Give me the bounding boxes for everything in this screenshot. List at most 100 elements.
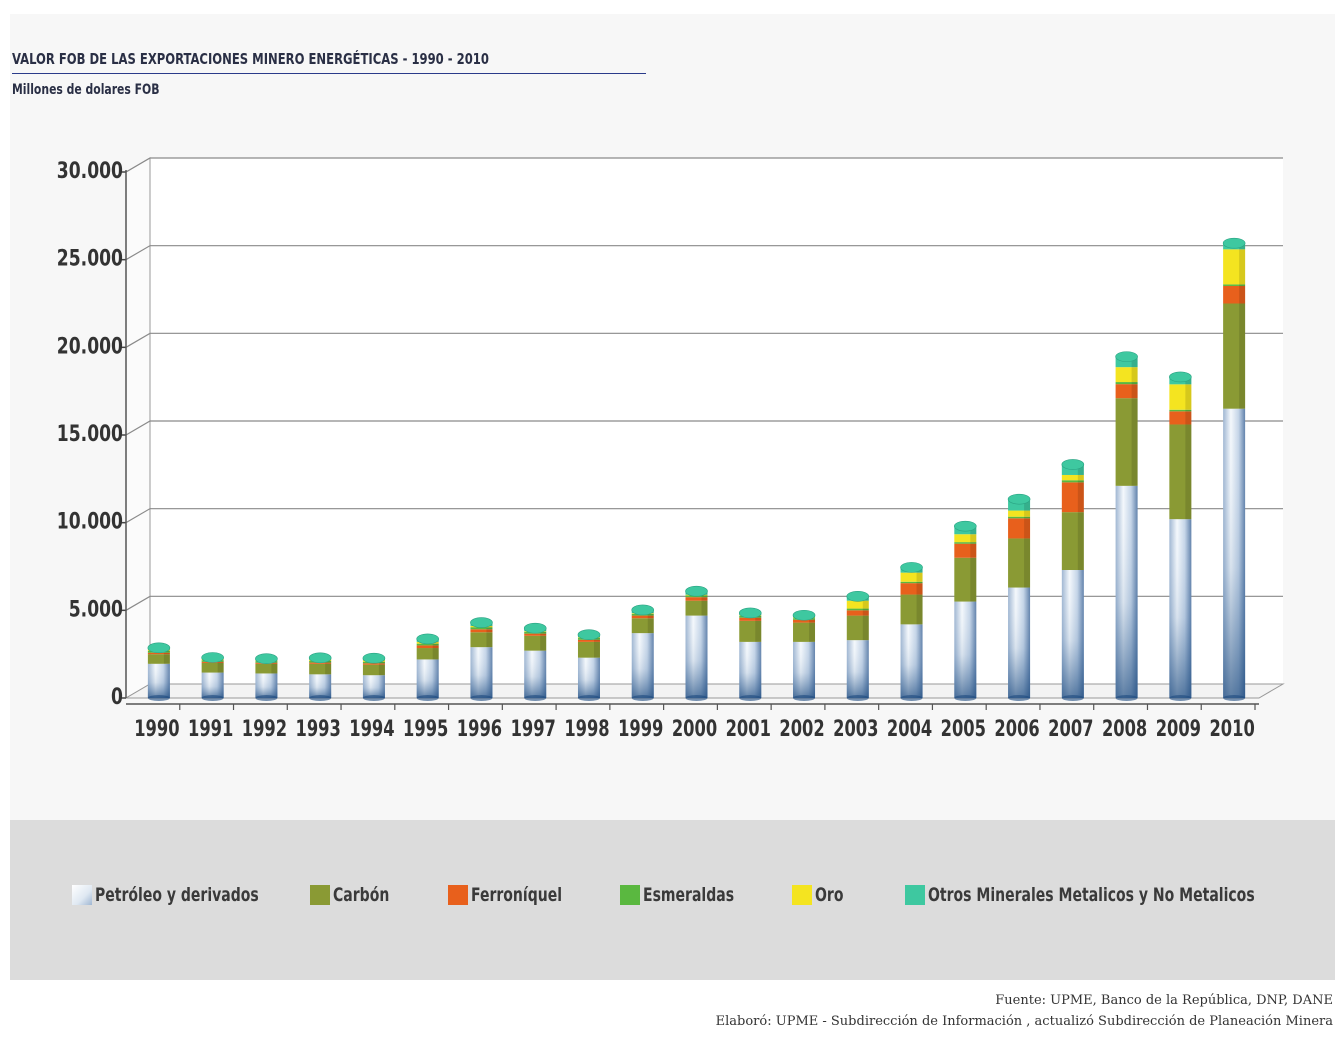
bar-base: [1169, 695, 1192, 701]
bar-segment-esmeraldas: [1169, 409, 1192, 412]
bar-shadow: [755, 615, 762, 618]
bar-shadow: [970, 526, 977, 535]
bar-base: [470, 695, 493, 701]
x-tick-label: 1998: [564, 716, 609, 742]
x-tick-label: 2008: [1102, 716, 1147, 742]
bar-segment-oro: [1223, 249, 1246, 285]
bar-cap: [1061, 459, 1085, 470]
gridline: [125, 332, 1283, 348]
bar-shade: [309, 674, 332, 698]
bar-segment-esmeraldas: [416, 643, 439, 646]
bar-base: [362, 695, 385, 701]
y-tick-label: 0: [111, 684, 123, 710]
bar-stack-2007: [1061, 459, 1085, 701]
x-tick-label: 2010: [1209, 716, 1254, 742]
bar-cap: [308, 652, 332, 664]
bar-segment-carbón: [954, 557, 977, 602]
bar-segment-ferroníquel: [739, 617, 762, 621]
x-tick-label: 1991: [188, 716, 233, 742]
bar-base: [631, 695, 654, 701]
bar-shade: [1115, 485, 1138, 698]
bar-shadow: [1024, 516, 1031, 519]
bar-base: [201, 695, 224, 701]
bar-segment-esmeraldas: [1115, 382, 1138, 385]
bar-shadow: [916, 581, 923, 584]
bar-shadow: [1131, 356, 1138, 368]
bar-segment-carbón: [577, 641, 600, 658]
bar-segment-ferroníquel: [631, 615, 654, 619]
bar-base: [309, 695, 332, 701]
legend-label: Carbón: [333, 884, 390, 906]
x-tick-label: 2002: [779, 716, 824, 742]
bar-shadow: [1077, 474, 1084, 481]
bar-stack-1997: [523, 622, 547, 701]
bar-segment-carbón: [470, 632, 493, 648]
bar-segment-ferroníquel: [309, 662, 332, 664]
bar-base: [900, 695, 923, 701]
bar-shade: [524, 650, 547, 698]
bar-stack-1990: [147, 642, 171, 701]
bar-shadow: [916, 594, 923, 625]
bar-cap: [631, 604, 655, 616]
bar-shadow: [1131, 384, 1138, 399]
chart-subtitle: Millones de dolares FOB: [12, 82, 160, 98]
bar-cap: [416, 633, 439, 645]
bar-shade: [470, 647, 493, 698]
x-tick-label: 2009: [1156, 716, 1201, 742]
bar-segment-carbón: [1115, 398, 1138, 486]
bar-shadow: [701, 594, 708, 596]
title-underline: [12, 73, 646, 74]
bar-shade: [685, 615, 708, 698]
x-tick-label: 2001: [726, 716, 771, 742]
bar-segment-carbón: [255, 663, 278, 674]
bar-shadow: [1185, 411, 1192, 425]
legend-label: Otros Minerales Metalicos y No Metalicos: [928, 884, 1255, 906]
bar-segment-carbón: [846, 615, 869, 641]
bar-cap: [255, 653, 278, 665]
bar-stack-1992: [255, 653, 278, 701]
bar-shadow: [1185, 424, 1192, 520]
chart-legend: Petróleo y derivados Carbón Ferroníquel Esm…: [72, 884, 1302, 912]
bar-shadow: [916, 572, 923, 582]
bar-segment-esmeraldas: [954, 542, 977, 544]
bar-cap: [201, 652, 224, 663]
bar-shadow: [1024, 499, 1031, 511]
bar-segment-ferroníquel: [470, 629, 493, 633]
stacked-bar-chart: 0 5.000 10.000 15.000 20.000 25.000 30.000 1990…: [57, 157, 1285, 742]
bar-segment-ferroníquel: [1061, 482, 1084, 513]
bar-shadow: [1131, 382, 1138, 385]
x-tick-label: 2000: [672, 716, 717, 742]
bar-base: [577, 695, 600, 701]
bar-segment-carbón: [739, 620, 762, 642]
bar-shadow: [325, 663, 332, 675]
bar-shadow: [486, 629, 493, 633]
bar-segment-ferroníquel: [685, 597, 708, 601]
source-line-1: Fuente: UPME, Banco de la República, DNP…: [995, 993, 1333, 1008]
legend-item: Otros Minerales Metalicos y No Metalicos: [905, 884, 1326, 906]
bar-shadow: [593, 639, 600, 642]
bar-segment-carbón: [1169, 424, 1192, 520]
bar-shadow: [1239, 285, 1246, 304]
bar-base: [793, 695, 816, 701]
bar-shadow: [970, 542, 977, 544]
bar-shade: [201, 672, 224, 698]
bar-base: [416, 695, 439, 701]
bar-stack-2003: [846, 591, 870, 701]
bar-shadow: [970, 534, 977, 543]
bar-shadow: [755, 620, 762, 642]
legend-label: Ferroníquel: [471, 884, 563, 906]
bar-segment-ferroníquel: [1223, 285, 1246, 304]
legend-item: Esmeraldas: [620, 884, 754, 906]
bar-stack-1991: [201, 652, 224, 701]
bar-shadow: [217, 662, 224, 673]
bar-segment-oro: [846, 600, 869, 609]
y-tick-label: 20.000: [57, 333, 123, 359]
x-tick-label: 2005: [941, 716, 986, 742]
bar-shade: [1223, 408, 1246, 698]
bar-base: [739, 695, 762, 701]
x-tick-label: 1995: [403, 716, 448, 742]
bar-shadow: [271, 663, 278, 674]
bar-shadow: [862, 615, 869, 641]
bar-segment-carbón: [631, 618, 654, 634]
bar-base: [147, 695, 170, 701]
